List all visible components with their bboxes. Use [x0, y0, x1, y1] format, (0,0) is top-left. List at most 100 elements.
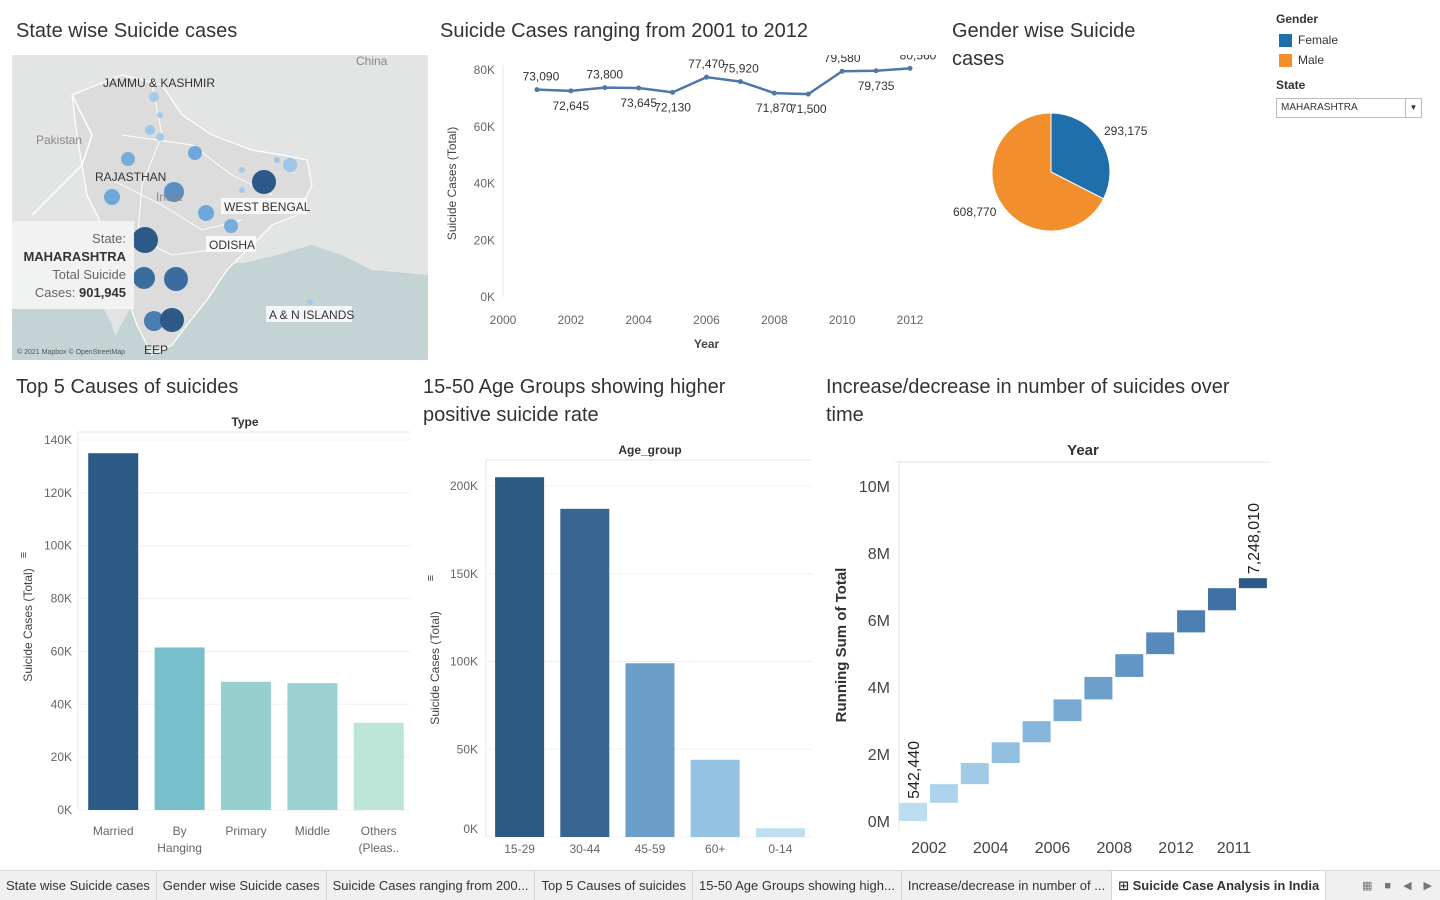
age-title-line-2: positive suicide rate [423, 404, 599, 426]
sheet-tab-bar: State wise Suicide cases Gender wise Sui… [0, 870, 1440, 900]
age-category-label: 15-29 [504, 842, 535, 856]
map-label-jk: JAMMU & KASHMIR [103, 76, 215, 90]
pie-title-line-2: cases [952, 48, 1005, 70]
running-bar [1084, 676, 1113, 700]
line-point [568, 88, 574, 94]
legend-item-male[interactable]: Male [1276, 50, 1436, 70]
line-data-label: 71,500 [790, 102, 827, 116]
running-bar [899, 802, 927, 821]
causes-category-label: Married [93, 824, 134, 838]
state-circle-kerala [144, 311, 164, 331]
state-filter-value: MAHARASHTRA [1281, 102, 1358, 113]
causes-ytick-label: 60K [51, 644, 72, 658]
tab-top-causes[interactable]: Top 5 Causes of suicides [535, 871, 693, 900]
causes-ytick-label: 40K [51, 697, 72, 711]
line-xtick-label: 2012 [897, 313, 924, 327]
map-label-westbengal-bg [221, 198, 307, 214]
tab-increase-decrease[interactable]: Increase/decrease in number of ... [902, 871, 1113, 900]
running-title-line-2: time [826, 404, 864, 426]
age-bar [755, 828, 805, 837]
pie-slice [1050, 112, 1111, 200]
chevron-down-icon[interactable]: ▼ [1405, 99, 1421, 117]
causes-category-label: Middle [295, 824, 331, 838]
sort-icon: ≡ [18, 552, 30, 558]
age-ytick-label: 200K [450, 479, 478, 493]
tooltip-state-value: MAHARASHTRA [23, 249, 126, 264]
next-icon[interactable]: ▶ [1423, 880, 1432, 892]
line-chart-title: Suicide Cases ranging from 2001 to 2012 [440, 20, 809, 42]
line-point [907, 65, 913, 71]
age-ytick-label: 150K [450, 567, 478, 581]
line-data-label: 73,645 [620, 96, 657, 110]
running-bar [991, 742, 1020, 764]
running-bar [1177, 610, 1206, 633]
running-xtick-label: 2004 [973, 840, 1009, 857]
causes-chart-title: Top 5 Causes of suicides [16, 376, 239, 398]
causes-bar-chart[interactable]: Type 0K 20K 40K 60K 80K 100K 120K 140K Suicide Ca… [0, 410, 420, 870]
line-data-label: 73,800 [586, 68, 623, 82]
grid-view-icon[interactable]: ■ [1384, 879, 1392, 892]
running-bar [929, 784, 958, 803]
state-circle-tamilnadu [160, 308, 184, 332]
state-map[interactable]: China JAMMU & KASHMIR Pakistan RAJASTHAN… [12, 55, 428, 360]
line-ytick-label: 40K [474, 177, 495, 191]
pie-title-line-1: Gender wise Suicide [952, 20, 1136, 42]
line-data-label: 73,090 [523, 70, 560, 84]
age-category-label: 60+ [705, 842, 725, 856]
legend-label-male: Male [1298, 53, 1325, 67]
pie-chart[interactable]: 293,175 608,770 [940, 90, 1170, 260]
running-sum-chart[interactable]: Year 0M 2M 4M 6M 8M 10M Running Sum of Total 542… [820, 438, 1280, 870]
causes-bar [353, 722, 404, 810]
state-border-2 [101, 174, 243, 231]
state-circle-rajasthan [104, 189, 120, 205]
causes-ytick-label: 140K [44, 433, 72, 447]
state-circle-uk [157, 112, 163, 118]
line-point [704, 74, 709, 80]
line-data-label: 75,920 [722, 62, 759, 76]
line-point [873, 68, 879, 74]
causes-category-label: Others [361, 824, 397, 838]
tab-dashboard[interactable]: ⊞ Suicide Case Analysis in India [1112, 871, 1327, 900]
running-ytick-label: 2M [868, 747, 890, 764]
running-ytick-label: 4M [868, 680, 890, 697]
dashboard-grid-icon: ⊞ [1118, 878, 1133, 893]
line-chart[interactable]: 0K 20K 40K 60K 80K 2000 2002 2004 2006 2008 2010 20… [440, 55, 945, 360]
running-xtick-label: 2006 [1035, 840, 1071, 857]
previous-icon[interactable]: ◀ [1403, 880, 1412, 892]
age-bar [495, 477, 545, 837]
tab-gender-wise[interactable]: Gender wise Suicide cases [157, 871, 327, 900]
age-category-label: 45-59 [635, 842, 666, 856]
running-bar [1053, 699, 1082, 722]
age-bar-chart[interactable]: Age_group 0K 50K 100K 150K 200K Suicide Cases … [420, 438, 820, 870]
line-data-label: 71,870 [756, 101, 793, 115]
causes-bar [287, 683, 338, 810]
age-category-label: 0-14 [768, 842, 792, 856]
running-data-label: 7,248,010 [1246, 503, 1263, 574]
state-circle-westbengal [252, 170, 276, 194]
state-circle-up [188, 146, 202, 160]
tooltip-total-row: Cases: 901,945 [34, 285, 126, 300]
international-border [31, 94, 93, 216]
gender-legend-title: Gender [1276, 12, 1319, 26]
legend-item-female[interactable]: Female [1276, 30, 1436, 50]
running-ylabel: Running Sum of Total [833, 568, 850, 723]
state-circle-jharkhand [239, 187, 245, 193]
line-data-label: 79,735 [858, 79, 895, 93]
line-point [839, 68, 845, 74]
state-circle-assam [283, 158, 297, 172]
causes-ytick-label: 0K [57, 803, 72, 817]
filmstrip-icon[interactable]: ▦ [1362, 880, 1373, 892]
causes-ytick-label: 20K [51, 750, 72, 764]
map-label-india: India [156, 190, 182, 204]
line-point [602, 85, 608, 91]
age-category-label: 30-44 [569, 842, 600, 856]
causes-ytick-label: 120K [44, 486, 72, 500]
running-xtick-label: 2012 [1158, 840, 1194, 857]
state-circle-hp [145, 125, 155, 135]
tab-suicide-range[interactable]: Suicide Cases ranging from 200... [327, 871, 536, 900]
state-filter-dropdown[interactable]: MAHARASHTRA ▼ [1276, 98, 1422, 118]
age-ytick-label: 50K [457, 742, 478, 756]
tab-age-groups[interactable]: 15-50 Age Groups showing high... [693, 871, 902, 900]
causes-category-label: By [173, 824, 187, 838]
tab-state-wise[interactable]: State wise Suicide cases [0, 871, 157, 900]
